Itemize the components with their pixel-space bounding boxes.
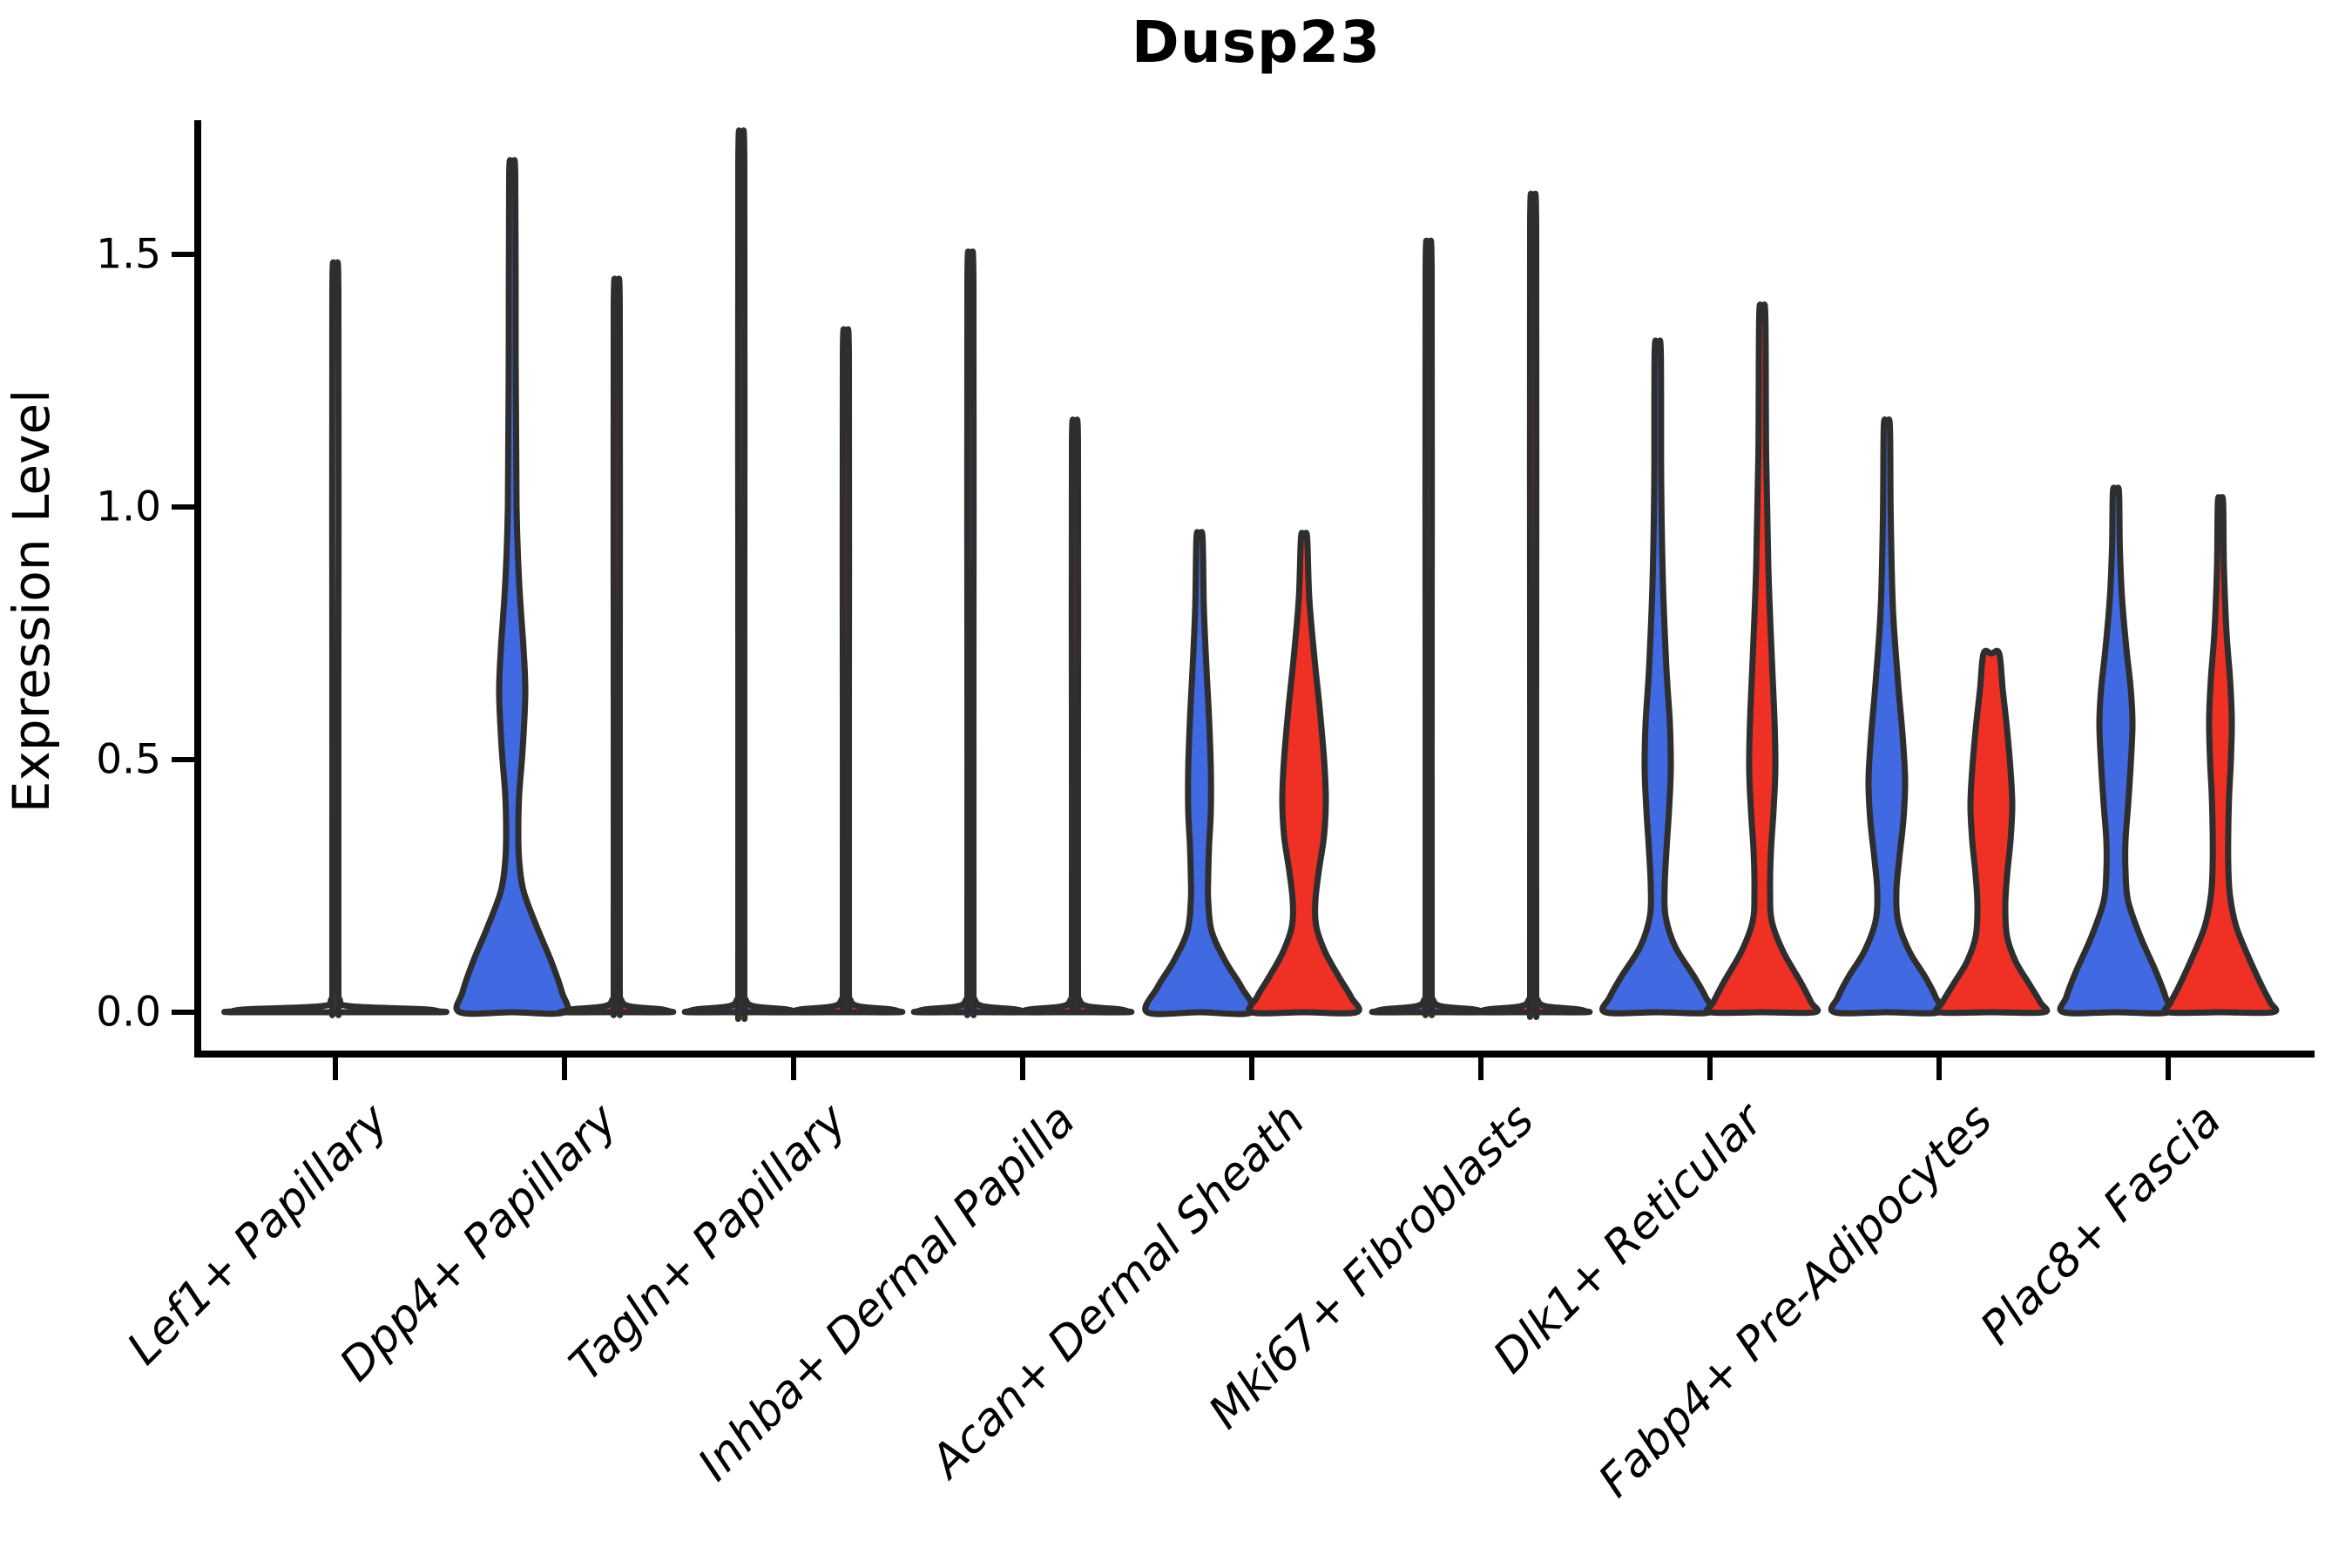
violin-inhba-red bbox=[1015, 416, 1135, 1016]
y-tick-label: 0.5 bbox=[96, 735, 161, 784]
x-tick-mark bbox=[1020, 1058, 1025, 1080]
x-axis-spine bbox=[194, 1051, 2315, 1058]
x-tick-mark bbox=[1478, 1058, 1484, 1080]
violin-fabp4-red bbox=[1932, 647, 2051, 1017]
x-tick-mark bbox=[1707, 1058, 1713, 1080]
violin-plac8-red bbox=[2161, 494, 2280, 1017]
violin-acan-red bbox=[1246, 530, 1362, 1017]
violin-tagln-blue bbox=[681, 127, 801, 1022]
violin-fabp4-blue bbox=[1828, 416, 1946, 1017]
x-tick-mark bbox=[562, 1058, 567, 1080]
violin-dpp4-blue bbox=[453, 157, 571, 1017]
violin-dpp4-red bbox=[557, 275, 677, 1018]
violin-mki67-red bbox=[1473, 191, 1593, 1020]
violin-tagln-red bbox=[786, 326, 906, 1016]
y-axis-spine bbox=[194, 120, 201, 1058]
y-tick-mark bbox=[172, 504, 194, 510]
y-tick-mark bbox=[172, 757, 194, 762]
y-tick-label: 0.0 bbox=[96, 988, 161, 1037]
y-tick-mark bbox=[172, 252, 194, 257]
y-tick-mark bbox=[172, 1010, 194, 1015]
violin-plac8-blue bbox=[2057, 484, 2175, 1017]
violin-inhba-blue bbox=[910, 248, 1031, 1018]
x-tick-mark bbox=[2166, 1058, 2171, 1080]
violin-dlk1-blue bbox=[1598, 337, 1717, 1017]
y-axis-label: Expression Level bbox=[2, 389, 61, 814]
y-tick-label: 1.0 bbox=[96, 483, 161, 531]
x-tick-mark bbox=[1249, 1058, 1254, 1080]
violin-dlk1-red bbox=[1703, 301, 1821, 1017]
chart-title: Dusp23 bbox=[1131, 9, 1382, 76]
y-tick-label: 1.5 bbox=[96, 230, 161, 279]
x-tick-mark bbox=[791, 1058, 796, 1080]
violin-acan-blue bbox=[1142, 529, 1257, 1017]
violin-lef1-single bbox=[221, 259, 449, 1018]
x-tick-mark bbox=[1936, 1058, 1942, 1080]
x-tick-mark bbox=[333, 1058, 338, 1080]
violin-mki67-blue bbox=[1369, 237, 1489, 1018]
